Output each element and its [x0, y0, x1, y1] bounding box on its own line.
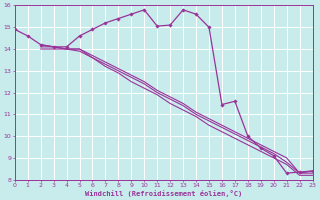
X-axis label: Windchill (Refroidissement éolien,°C): Windchill (Refroidissement éolien,°C): [85, 190, 242, 197]
